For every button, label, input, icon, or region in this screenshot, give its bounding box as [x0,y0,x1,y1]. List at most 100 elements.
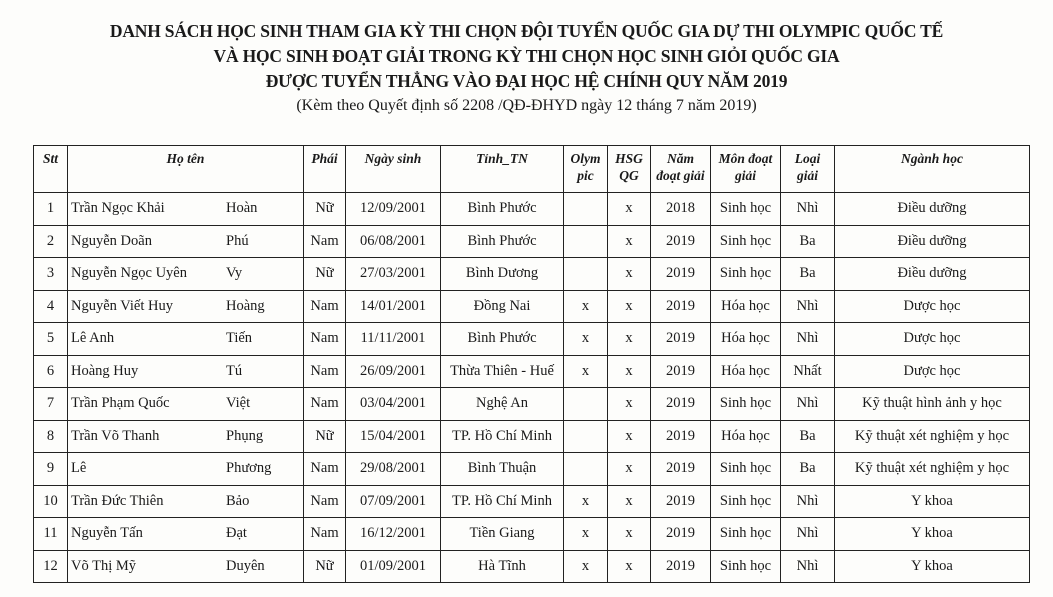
cell-hsg-qg: x [607,387,651,421]
cell-birth-date: 06/08/2001 [345,224,441,258]
cell-family-name: Nguyễn Viết Huy [71,297,173,314]
cell-award-year: 2019 [666,395,695,412]
cell-province: TP. Hồ Chí Minh [452,492,552,509]
cell-major: Y khoa [911,525,953,542]
cell-hsg-qg: x [625,265,633,282]
cell-olympic [563,257,608,291]
cell-ho-ten: Lê Phương [67,452,304,486]
cell-award-subject: Sinh học [719,232,772,249]
cell-birth-date: 03/04/2001 [345,387,441,421]
header-stt: Stt [33,145,68,193]
cell-family-name: Trần Phạm Quốc [71,395,170,412]
cell-hsg-qg: x [625,395,633,412]
cell-hsg-qg: x [625,200,633,217]
cell-gender: Nữ [303,419,346,453]
cell-award-subject: Sinh học [719,492,772,509]
cell-major: Kỹ thuật hình ảnh y học [834,387,1030,421]
cell-stt: 12 [33,549,68,583]
cell-award-level: Nhì [780,517,835,551]
cell-family-name: Nguyễn Tấn [71,525,143,542]
cell-family-name: Lê Anh [71,330,115,347]
cell-award-year: 2019 [666,232,695,249]
cell-gender: Nam [303,517,346,551]
header-olympic: Olym pic [563,145,608,193]
title-line-2: VÀ HỌC SINH ĐOẠT GIẢI TRONG KỲ THI CHỌN … [213,46,840,66]
cell-olympic [563,224,608,258]
cell-award-year: 2019 [666,460,695,477]
cell-birth-date: 15/04/2001 [359,427,427,444]
cell-birth-date: 12/09/2001 [359,200,427,217]
table-row: 9 Lê Phương Nam 29/08/2001 Bình Thuận x 2019 Sin… [33,452,1030,486]
cell-province: Đồng Nai [473,297,531,314]
cell-given-name: Tiến [226,330,253,347]
cell-birth-date: 29/08/2001 [345,452,441,486]
cell-olympic [563,192,608,226]
cell-award-subject: Sinh học [719,557,772,574]
cell-gender: Nam [310,330,339,347]
cell-family-name: Hoàng Huy [71,362,139,379]
cell-hsg-qg: x [607,192,651,226]
cell-award-year: 2019 [650,419,711,453]
cell-award-year: 2018 [650,192,711,226]
cell-award-level: Ba [799,427,816,444]
cell-award-year: 2019 [650,224,711,258]
cell-major: Dược học [903,297,961,314]
table-row: 12 Võ Thị Mỹ Duyên Nữ 01/09/2001 Hà Tĩnh x x 201… [33,549,1030,583]
cell-province: Bình Thuận [467,460,537,477]
student-table: Stt Họ tên Phái Ngày sinh Tỉnh_TN Olym pic HSG… [33,145,1030,583]
cell-award-subject: Hóa học [710,322,781,356]
cell-given-name: Phụng [226,427,264,444]
cell-province: Thừa Thiên - Huế [440,354,564,388]
cell-province: Bình Phước [440,192,564,226]
cell-province: Bình Phước [467,232,537,249]
cell-birth-date: 26/09/2001 [359,362,427,379]
cell-award-year: 2019 [650,484,711,518]
cell-major: Kỹ thuật xét nghiệm y học [854,427,1010,444]
cell-province: Bình Phước [467,200,537,217]
cell-province: Nghệ An [476,395,528,412]
cell-gender: Nam [310,297,339,314]
cell-major: Kỹ thuật hình ảnh y học [862,395,1002,412]
cell-award-subject: Sinh học [710,517,781,551]
cell-given-name: Bảo [226,492,250,509]
cell-olympic: x [581,297,590,314]
cell-award-level: Nhì [780,322,835,356]
cell-gender: Nam [310,395,339,412]
cell-award-level: Nhì [780,192,835,226]
cell-birth-date: 26/09/2001 [345,354,441,388]
cell-award-level: Ba [799,232,816,249]
cell-ho-ten: Trần Đức Thiên Bảo [67,484,304,518]
cell-given-name: Hoàn [226,200,258,217]
cell-award-subject: Sinh học [710,549,781,583]
cell-award-year: 2019 [666,297,695,314]
cell-olympic: x [581,557,590,574]
cell-hsg-qg: x [607,224,651,258]
cell-gender: Nam [303,289,346,323]
cell-stt: 10 [43,492,58,509]
cell-award-subject: Sinh học [710,192,781,226]
cell-province: Bình Thuận [440,452,564,486]
header-mon-doat-giai: Môn đoạt giải [710,145,781,193]
cell-gender: Nam [310,362,339,379]
cell-major: Điều dưỡng [834,192,1030,226]
cell-olympic: x [563,354,608,388]
header-phai: Phái [303,145,346,193]
cell-award-year: 2019 [650,549,711,583]
cell-province: Bình Dương [465,265,539,282]
cell-award-level: Nhì [780,484,835,518]
cell-birth-date: 16/12/2001 [345,517,441,551]
cell-hsg-qg: x [607,419,651,453]
cell-hsg-qg: x [625,330,633,347]
cell-family-name: Nguyễn Doãn [71,232,152,249]
header-loai-giai: Loại giải [780,145,835,193]
cell-birth-date: 01/09/2001 [345,549,441,583]
cell-stt: 5 [33,322,68,356]
header-row: Stt Họ tên Phái Ngày sinh Tỉnh_TN Olym pic HSG… [33,145,1030,193]
cell-award-year: 2019 [666,557,695,574]
cell-gender: Nam [310,232,339,249]
cell-major: Kỹ thuật xét nghiệm y học [834,452,1030,486]
cell-award-level: Ba [780,419,835,453]
cell-olympic: x [563,322,608,356]
cell-award-subject: Hóa học [710,354,781,388]
cell-olympic: x [563,484,608,518]
